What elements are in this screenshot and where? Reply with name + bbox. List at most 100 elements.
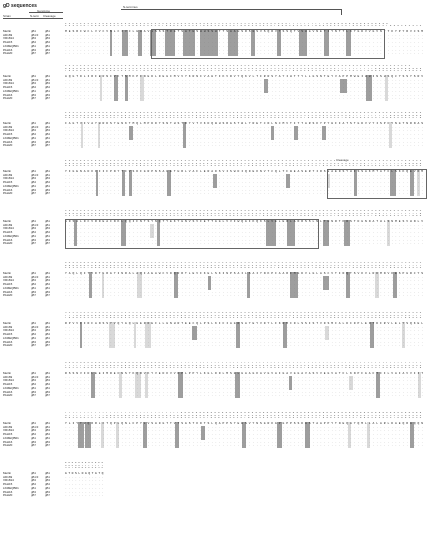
- variable-position-highlight: [286, 173, 290, 189]
- genotype-nterm: gB4: [31, 180, 36, 185]
- strain-labels: Merlin AD169 VR1814 PAH15 LKMEQB01 PAH16 PAH20: [3, 321, 29, 348]
- identity-dots-row: ............: [65, 479, 106, 483]
- variable-position-highlight: [145, 372, 148, 398]
- identity-dots-row: ............: [65, 490, 106, 494]
- position-number-row: 2222222222233333333333333333333333333333…: [65, 160, 424, 162]
- position-number-row: 6666666666666666666666666667777777777777…: [65, 362, 424, 364]
- strain-labels: Merlin AD169 VR1814 PAH15 LKMEQB01 PAH16 PAH20: [3, 421, 29, 448]
- genotype-nterm: gB3: [31, 187, 36, 192]
- strain-label: AD169: [3, 324, 13, 329]
- strain-label: VR1814: [3, 226, 14, 231]
- variable-position-highlight: [121, 220, 126, 246]
- position-number-row: 8999999999900000000001111111111222222222…: [65, 162, 424, 165]
- identity-dots-row: ........................................…: [65, 279, 426, 283]
- genotype-cleavage: gB1: [45, 77, 50, 82]
- position-number-row: 7777777888888888899999999990000000000111…: [65, 364, 424, 367]
- identity-dots-row: ........................................…: [65, 227, 426, 231]
- genotype-nterm: gB1: [31, 335, 36, 340]
- identity-dots-row: ........................................…: [65, 283, 426, 287]
- strain-label: AD169: [3, 77, 13, 82]
- strain-label: AD169: [3, 222, 13, 227]
- sequence-area: 2222222222233333333333333333333333333333…: [65, 160, 427, 204]
- strain-label: PAH15: [3, 85, 13, 90]
- genotype-nterm: gB1/3: [31, 274, 39, 279]
- genotype-cleavage: gB3: [45, 378, 50, 383]
- genotype-nterm-column: gB1 gB1/3 gB3 gB4 gB1 gB3 gB7: [31, 471, 39, 498]
- position-number-row: 3333333333333334444444444444444444444444…: [65, 210, 424, 212]
- genotype-nterm: gB1/3: [31, 474, 39, 479]
- position-number-row: 1111111222222222222222222222222222222222…: [65, 112, 424, 114]
- variable-position-highlight: [242, 422, 246, 448]
- genotype-nterm-column: gB1 gB1/3 gB3 gB4 gB1 gB3 gB7: [31, 169, 38, 196]
- variable-position-highlight: [129, 125, 133, 141]
- strain-label: PAH16: [3, 237, 13, 242]
- genotype-cleavage-column: gB1 gB1 gB3 gB4 gB1 gB3 gB7: [45, 471, 50, 498]
- identity-dots-row: ............: [65, 494, 106, 498]
- variable-position-highlight: [134, 322, 136, 348]
- position-number-row: 567890123456: [65, 467, 105, 470]
- strain-label: PAH20: [3, 393, 13, 398]
- genotype-nterm: gB1: [31, 321, 36, 325]
- reference-sequence-row: RPVVIFNFANSSYVQYGQLGEDNEILLGNHRTEECQLPSL…: [65, 322, 426, 325]
- variable-position-highlight: [122, 170, 125, 196]
- position-number-row: 888888888888: [65, 462, 105, 464]
- genotype-cleavage: gB1: [45, 324, 50, 329]
- strain-label: LKMEQB01: [3, 135, 19, 140]
- genotype-cleavage: gB7: [45, 51, 50, 56]
- genotype-cleavage: gB1: [45, 233, 50, 238]
- genotype-nterm: gB3: [31, 278, 36, 283]
- variable-position-highlight: [138, 30, 142, 56]
- variable-position-highlight: [251, 30, 255, 56]
- genotype-cleavage: gB1: [45, 385, 50, 390]
- genotype-nterm: gB1: [31, 169, 36, 173]
- variable-position-highlight: [114, 75, 118, 101]
- genotype-nterm: gB7: [31, 343, 36, 348]
- variable-position-highlight: [137, 272, 142, 298]
- genotype-cleavage: gB1: [45, 335, 50, 340]
- reference-sequence-row: SDSALDCVRDEAINKLQQIFNTSYNQTYEKYGNVSVFETT…: [65, 220, 426, 223]
- genotype-cleavage: gB3: [45, 478, 50, 483]
- variable-position-highlight: [375, 272, 379, 298]
- genotype-nterm: gB1: [31, 43, 36, 48]
- variable-position-highlight: [165, 30, 175, 56]
- strain-label: AD169: [3, 124, 13, 129]
- strain-labels: Merlin AD169 VR1814 PAH15 LKMEQB01 PAH16 PAH20: [3, 219, 29, 246]
- strain-label: PAH15: [3, 482, 13, 487]
- genotype-nterm: gB3: [31, 478, 36, 483]
- genotype-cleavage: gB4: [45, 382, 50, 387]
- identity-dots-row: ........................................…: [65, 231, 426, 235]
- variable-position-highlight: [201, 425, 205, 441]
- variable-position-highlight: [174, 272, 178, 298]
- identity-dots-row: ........................................…: [65, 429, 426, 433]
- variable-position-highlight: [102, 272, 104, 298]
- genotype-nterm: gB1/3: [31, 424, 39, 429]
- variable-position-highlight: [213, 173, 217, 189]
- genotype-nterm: gB3: [31, 128, 36, 133]
- alignment-block: Merlin AD169 VR1814 PAH15 LKMEQB01 PAH16 PAH20…: [3, 20, 433, 62]
- position-number-row: 8888899999999990000000000111111111122222…: [65, 212, 424, 215]
- strain-label: PAH16: [3, 489, 13, 494]
- identity-dots-row: ........................................…: [65, 440, 426, 444]
- strain-label: PAH16: [3, 389, 13, 394]
- variable-position-highlight: [366, 75, 372, 101]
- identity-dots-row: ........................................…: [65, 136, 426, 140]
- identity-dots-row: ........................................…: [65, 344, 426, 348]
- genotype-nterm-column: gB1 gB1/3 gB3 gB4 gB1 gB3 gB7: [31, 29, 38, 56]
- alignment-block: Merlin AD169 VR1814 PAH15 LKMEQB01 PAH16 PAH20…: [3, 462, 433, 532]
- genotype-cleavage: gB1: [45, 374, 50, 379]
- strain-label: VR1814: [3, 128, 14, 133]
- genotype-nterm: gB1: [31, 88, 36, 93]
- genotype-cleavage: gB7: [45, 241, 50, 246]
- reference-sequence-row: RSSNVFDLEEIMREFNSYKQRVKYVEDKVVDPLPPYLKGL…: [65, 372, 426, 375]
- position-number-row: 1234567890123456789012345678901234567890…: [65, 267, 424, 270]
- strain-label: PAH20: [3, 241, 13, 246]
- genotype-cleavage: gB3: [45, 328, 50, 333]
- genotype-nterm: gB7: [31, 443, 36, 448]
- variable-position-highlight: [370, 322, 374, 348]
- variable-position-highlight: [110, 30, 112, 56]
- strain-label: PAH20: [3, 191, 13, 196]
- strain-label: PAH20: [3, 96, 13, 101]
- strain-label: Merlin: [3, 321, 12, 325]
- variable-position-highlight: [135, 372, 141, 398]
- genotype-nterm: gB1: [31, 435, 36, 440]
